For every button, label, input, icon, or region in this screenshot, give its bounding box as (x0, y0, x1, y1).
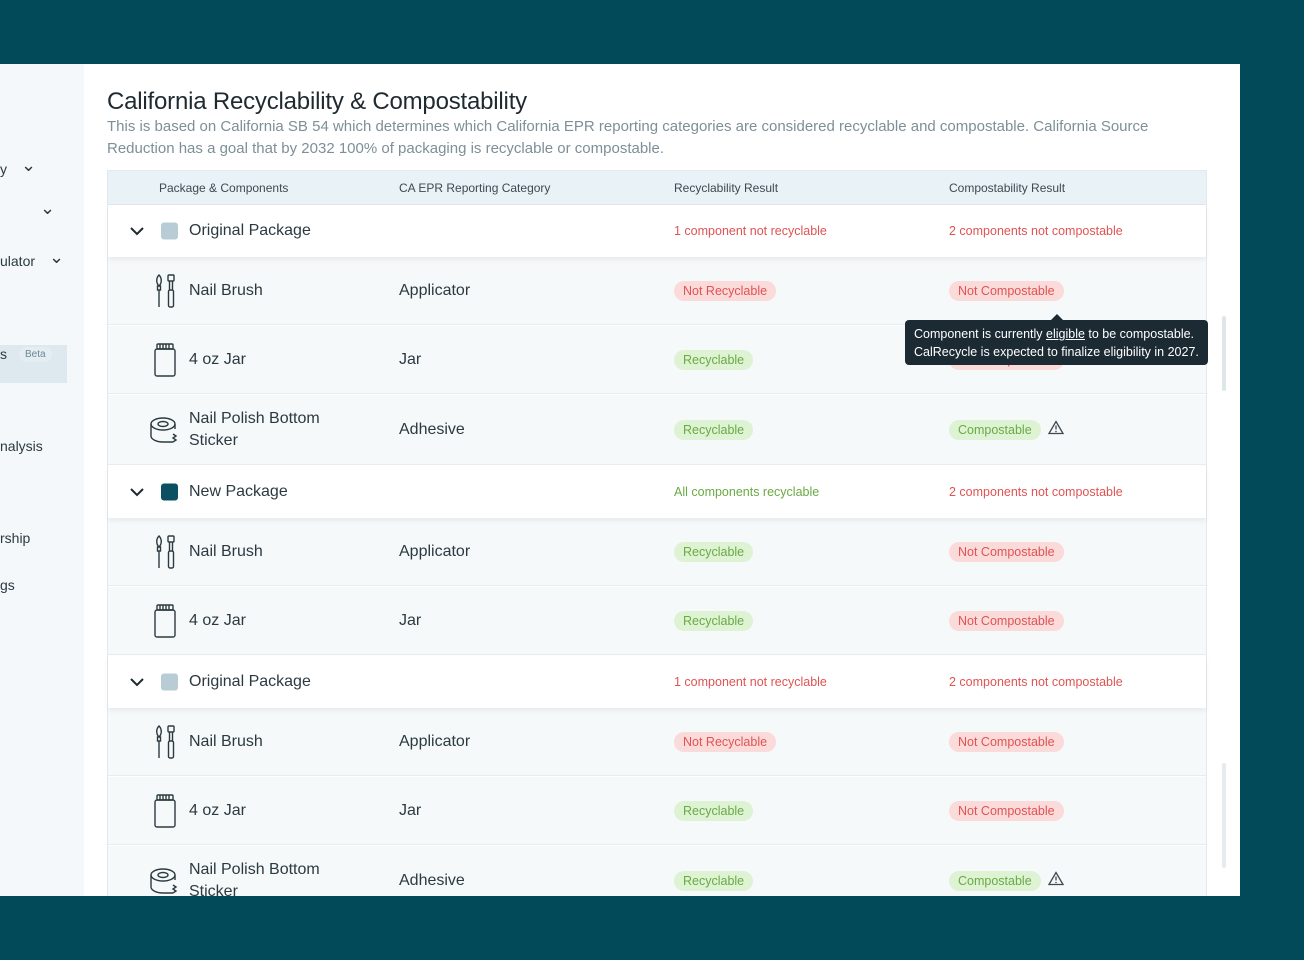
recyclability-summary: 1 component not recyclable (674, 675, 827, 689)
table-row: Nail Brush Applicator Not Recyclable Not Co… (108, 708, 1206, 776)
chevron-down-icon[interactable]: ⌄ (21, 155, 37, 175)
compostability-badge: Compostable (949, 419, 1041, 440)
compostable-tooltip: Component is currently eligible to be co… (905, 314, 1208, 365)
warning-icon[interactable] (1047, 419, 1065, 439)
epr-category: Jar (399, 350, 422, 368)
chevron-down-icon[interactable] (130, 674, 144, 690)
compostability-badge: Not Compostable (949, 541, 1064, 562)
component-name: 4 oz Jar (189, 801, 246, 819)
table-row: Nail Polish Bottom Sticker Adhesive Recycl… (108, 395, 1206, 465)
scrollbar[interactable] (1222, 763, 1226, 868)
sidebar-item[interactable]: gs (0, 577, 15, 593)
sidebar-item[interactable]: ulator ⌄ (0, 247, 65, 269)
package-color-swatch (161, 222, 178, 240)
chevron-down-icon[interactable] (130, 484, 144, 500)
component-name: Nail Brush (189, 732, 263, 750)
recyclability-summary: 1 component not recyclable (674, 224, 827, 238)
brush-icon (148, 272, 182, 310)
package-name: Original Package (189, 673, 311, 690)
warning-icon[interactable] (1047, 870, 1065, 890)
header-recyclability: Recyclability Result (674, 181, 779, 195)
sidebar-item-label: nalysis (0, 438, 43, 454)
recyclability-badge: Recyclable (674, 419, 754, 440)
epr-category: Adhesive (399, 871, 465, 889)
header-compostability: Compostability Result (949, 181, 1066, 195)
epr-category: Applicator (399, 732, 471, 750)
brush-icon (148, 723, 182, 761)
compostability-badge: Not Compostable (949, 800, 1064, 821)
package-row[interactable]: Original Package 1 component not recyclab… (108, 205, 1206, 257)
package-color-swatch (161, 483, 178, 501)
sidebar-item-label: s (0, 346, 7, 362)
recyclability-badge: Recyclable (674, 541, 754, 562)
recyclability-badge: Not Recyclable (674, 280, 777, 301)
recyclability-badge: Recyclable (674, 870, 754, 891)
epr-category: Applicator (399, 281, 471, 299)
epr-category: Applicator (399, 542, 471, 560)
tape-icon (148, 411, 182, 449)
eligible-link[interactable]: eligible (1046, 327, 1085, 341)
package-name: New Package (189, 483, 288, 500)
page-description: This is based on California SB 54 which … (107, 118, 1149, 157)
component-name: 4 oz Jar (189, 611, 246, 629)
sidebar: y ⌄ ⌄ ulator ⌄ s Beta nalysis rship gs (0, 64, 84, 896)
page-title: California Recyclability & Compostabilit… (107, 88, 527, 115)
package-name: Original Package (189, 222, 311, 239)
epr-category: Jar (399, 801, 422, 819)
sidebar-item[interactable]: y ⌄ (0, 155, 37, 177)
sidebar-item-label: rship (0, 530, 31, 546)
component-name: Nail Polish Bottom Sticker (189, 409, 320, 449)
epr-category: Adhesive (399, 420, 465, 438)
chevron-down-icon[interactable]: ⌄ (49, 247, 65, 267)
package-row[interactable]: New Package All components recyclable 2 co… (108, 466, 1206, 518)
compostability-summary: 2 components not compostable (949, 224, 1123, 238)
beta-badge: Beta (19, 346, 52, 362)
header-package-components: Package & Components (159, 181, 289, 195)
jar-icon (148, 602, 182, 640)
sidebar-item[interactable]: rship (0, 530, 30, 546)
compostability-summary: 2 components not compostable (949, 485, 1123, 499)
sidebar-item-label: gs (0, 577, 15, 593)
component-name: Nail Brush (189, 542, 263, 560)
compostability-badge: Not Compostable (949, 731, 1064, 752)
compostability-badge: Not Compostable (949, 610, 1064, 631)
jar-icon (148, 792, 182, 830)
header-epr-category: CA EPR Reporting Category (399, 181, 551, 195)
main-panel: California Recyclability & Compostabilit… (84, 64, 1240, 896)
table-row: Nail Polish Bottom Sticker Adhesive Recycl… (108, 846, 1206, 896)
package-color-swatch (161, 673, 178, 691)
sidebar-item[interactable]: nalysis (0, 438, 43, 454)
component-name: Nail Polish Bottom Sticker (189, 860, 320, 897)
table-row: 4 oz Jar Jar Recyclable Not Compostable (108, 587, 1206, 655)
results-table: Package & Components CA EPR Reporting Ca… (107, 170, 1226, 896)
sidebar-item[interactable]: ⌄ (0, 199, 55, 217)
compostability-summary: 2 components not compostable (949, 675, 1123, 689)
chevron-down-icon[interactable] (130, 223, 144, 239)
brush-icon (148, 533, 182, 571)
sidebar-item[interactable]: s Beta (0, 346, 52, 362)
recyclability-badge: Recyclable (674, 800, 754, 821)
component-name: Nail Brush (189, 281, 263, 299)
sidebar-item-label: ulator (0, 253, 36, 269)
table-row: Nail Brush Applicator Not Recyclable Not Co… (108, 257, 1206, 325)
package-row[interactable]: Original Package 1 component not recyclab… (108, 656, 1206, 708)
compostability-badge: Not Compostable (949, 280, 1064, 301)
scrollbar[interactable] (1222, 316, 1226, 391)
epr-category: Jar (399, 611, 422, 629)
table-header: Package & Components CA EPR Reporting Ca… (108, 171, 1206, 205)
jar-icon (148, 341, 182, 379)
component-name: 4 oz Jar (189, 350, 246, 368)
compostability-badge: Compostable (949, 870, 1041, 891)
sidebar-item-label: y (0, 161, 7, 177)
tape-icon (148, 862, 182, 897)
recyclability-badge: Recyclable (674, 610, 754, 631)
table-row: Nail Brush Applicator Recyclable Not Compos… (108, 518, 1206, 586)
table-row: 4 oz Jar Jar Recyclable Not Compostable (108, 777, 1206, 845)
chevron-down-icon[interactable]: ⌄ (40, 198, 56, 218)
recyclability-summary: All components recyclable (674, 485, 820, 499)
recyclability-badge: Not Recyclable (674, 731, 777, 752)
recyclability-badge: Recyclable (674, 349, 754, 370)
